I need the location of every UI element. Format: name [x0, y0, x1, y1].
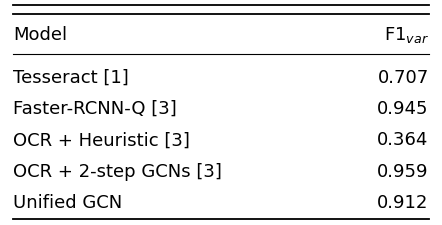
- Text: 0.912: 0.912: [377, 193, 429, 211]
- Text: OCR + Heuristic [3]: OCR + Heuristic [3]: [13, 131, 190, 149]
- Text: Unified GCN: Unified GCN: [13, 193, 122, 211]
- Text: 0.945: 0.945: [377, 100, 429, 118]
- Text: OCR + 2-step GCNs [3]: OCR + 2-step GCNs [3]: [13, 162, 222, 180]
- Text: 0.959: 0.959: [377, 162, 429, 180]
- Text: Model: Model: [13, 26, 67, 44]
- Text: Tesseract [1]: Tesseract [1]: [13, 69, 129, 87]
- Text: F1$_{\mathit{var}}$: F1$_{\mathit{var}}$: [384, 25, 429, 45]
- Text: Faster-RCNN-Q [3]: Faster-RCNN-Q [3]: [13, 100, 177, 118]
- Text: 0.364: 0.364: [377, 131, 429, 149]
- Text: 0.707: 0.707: [377, 69, 429, 87]
